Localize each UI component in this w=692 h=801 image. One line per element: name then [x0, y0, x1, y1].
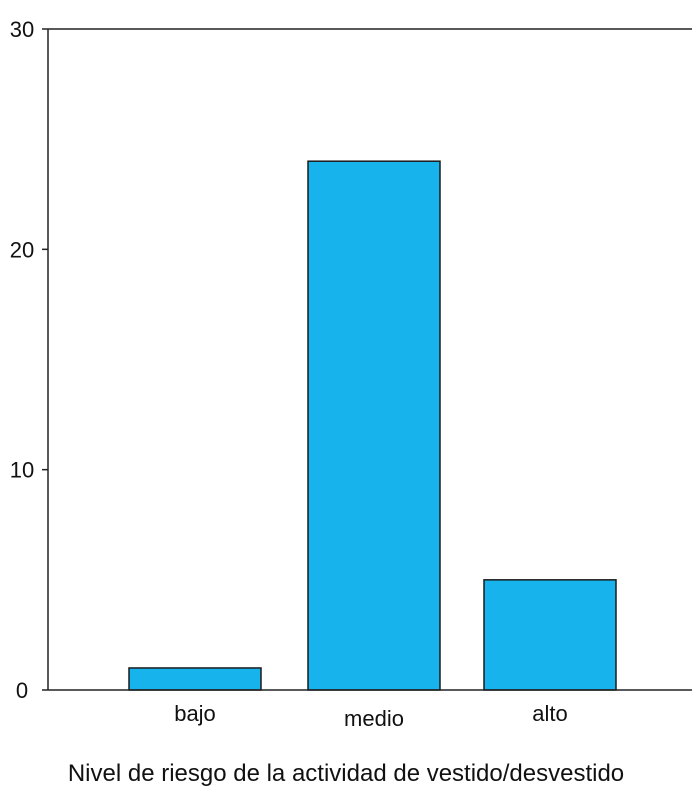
bar-bajo [128, 667, 262, 691]
x-axis-title: Nivel de riesgo de la actividad de vesti… [68, 760, 624, 787]
bar-alto [483, 579, 617, 691]
y-tick-label: 30 [10, 17, 34, 42]
y-tick-label: 0 [16, 678, 28, 703]
y-tick-label: 20 [10, 237, 34, 262]
axes-group [47, 28, 692, 691]
x-tick-label-bajo: bajo [174, 701, 216, 726]
x-ticks-group: bajo medio alto [174, 701, 568, 731]
bar-medio [307, 160, 441, 691]
bars-group [128, 160, 617, 691]
x-tick-label-medio: medio [344, 706, 404, 731]
y-ticks-group: 0 10 20 30 [10, 17, 48, 703]
x-tick-label-alto: alto [532, 701, 567, 726]
y-tick-label: 10 [10, 458, 34, 483]
